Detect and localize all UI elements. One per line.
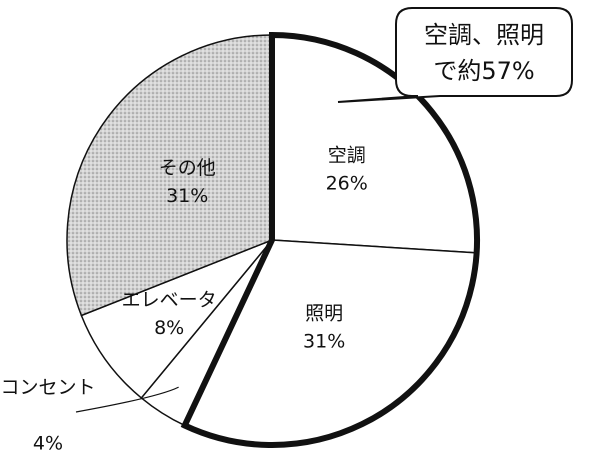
pie-slice bbox=[66, 34, 273, 317]
slice-value-label: 8% bbox=[154, 317, 184, 339]
slice-value-label: 4% bbox=[33, 433, 63, 455]
slice-label: 照明 bbox=[305, 303, 343, 325]
slice-label: 空調 bbox=[328, 144, 366, 166]
pie-slice bbox=[80, 239, 273, 400]
slice-label: コンセント bbox=[0, 377, 95, 399]
slice-value-label: 31% bbox=[303, 331, 345, 353]
highlight-outline bbox=[180, 31, 480, 448]
callout: 空調、照明 で約57% bbox=[337, 7, 573, 103]
slice-value-label: 31% bbox=[166, 185, 208, 207]
leader-line bbox=[75, 386, 179, 413]
slice-label: その他 bbox=[159, 157, 216, 179]
callout-bubble bbox=[337, 7, 573, 103]
slice-label: エレベータ bbox=[122, 289, 217, 311]
pie bbox=[66, 31, 480, 448]
slice-value-label: 26% bbox=[326, 172, 368, 194]
annotation-line: で約57% bbox=[433, 57, 534, 85]
annotation-line: 空調、照明 bbox=[424, 21, 544, 49]
